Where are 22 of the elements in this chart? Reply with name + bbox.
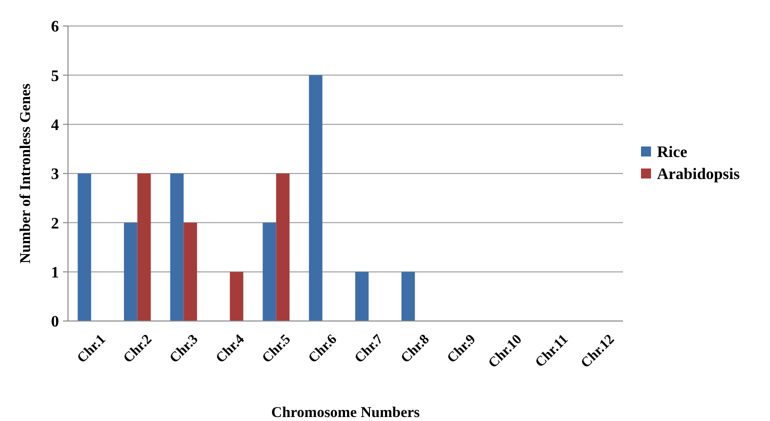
bar [78, 174, 92, 321]
bar [276, 174, 290, 321]
x-axis-title: Chromosome Numbers [271, 405, 420, 421]
bar [355, 272, 369, 321]
y-tick-label: 5 [51, 68, 59, 85]
legend-label: Rice [657, 144, 688, 162]
bar [308, 75, 322, 321]
bar [401, 272, 415, 321]
bar [137, 174, 151, 321]
y-tick-label: 2 [51, 215, 59, 232]
y-tick-label: 6 [51, 18, 59, 36]
y-tick-label: 0 [51, 314, 59, 331]
bar [170, 174, 184, 321]
legend-label: Arabidopsis [657, 166, 740, 184]
y-tick-label: 1 [51, 264, 59, 282]
bar [184, 222, 198, 321]
y-axis-title: Number of Intronless Genes [18, 83, 34, 264]
y-tick-label: 3 [51, 166, 59, 184]
bar [230, 272, 244, 321]
bar [262, 222, 276, 321]
y-tick-label: 4 [51, 116, 59, 134]
bar [124, 222, 138, 321]
